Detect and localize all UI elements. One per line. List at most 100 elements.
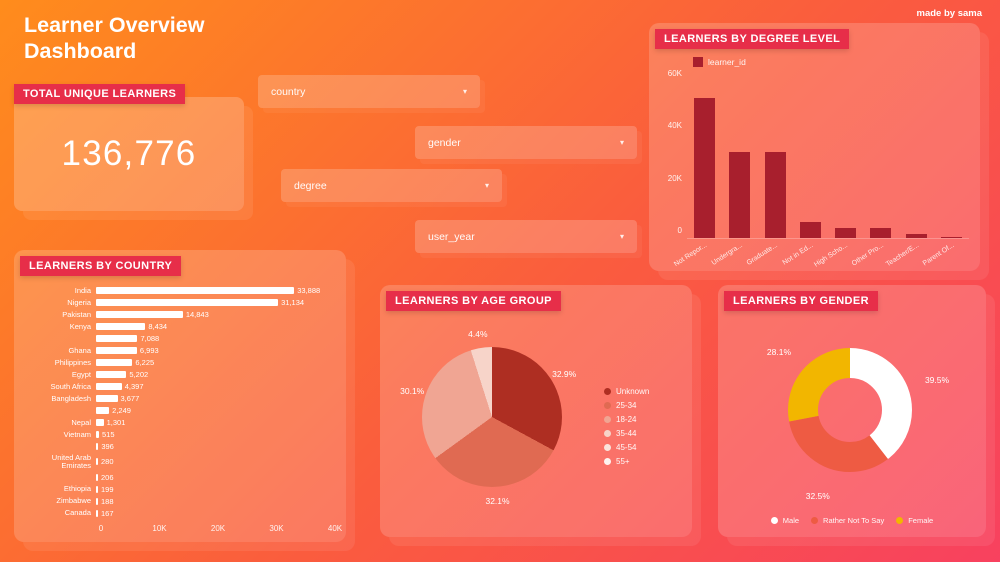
bar-United Arab Emirates[interactable] [96, 458, 98, 466]
country-bar-area: 396 [96, 442, 340, 451]
bar-row-15[interactable] [96, 473, 98, 481]
age-pie-chart[interactable] [422, 347, 562, 487]
country-row: United Arab Emirates 280 [24, 454, 340, 470]
bar-value-label: 5,202 [129, 370, 149, 379]
bar-Bangladesh[interactable] [96, 395, 118, 402]
panel-age-group: LEARNERS BY AGE GROUP 32.9% 32.1% 30.1% 4.4… [380, 285, 692, 537]
bar-row-4[interactable] [96, 335, 138, 342]
country-row: Ghana 6,993 [24, 346, 340, 355]
country-bar-area: 188 [96, 497, 340, 506]
country-label: Vietnam [63, 429, 91, 439]
panel-degree-level: LEARNERS BY DEGREE LEVEL learner_id 60K 4… [649, 23, 980, 271]
legend-label: 55+ [616, 457, 630, 466]
country-label: Pakistan [62, 309, 91, 319]
bar-value-label: 14,843 [185, 310, 209, 319]
legend-item-Female[interactable]: Female [896, 516, 933, 525]
x-axis-tick: 20K [210, 524, 226, 533]
bar-value-label: 6,225 [135, 358, 155, 367]
filter-degree[interactable]: degree ▾ [281, 169, 502, 202]
panel-title-degree-level: LEARNERS BY DEGREE LEVEL [655, 29, 850, 49]
bar-High Scho...[interactable] [835, 227, 857, 238]
legend-item-35-44[interactable]: 35-44 [604, 429, 649, 438]
legend-swatch [604, 444, 611, 451]
donut-slice-Rather Not To Say[interactable] [788, 348, 912, 472]
country-label: Egypt [71, 369, 91, 379]
country-bar-plot[interactable]: India 33,888 Nigeria 31,134 Pakistan 14,843 Ke… [24, 286, 340, 518]
degree-bar-plot[interactable]: Not Repor... Undergra... Graduate... Not in… [673, 73, 969, 269]
bar-India[interactable] [96, 287, 295, 294]
bar-row-13[interactable] [96, 443, 99, 450]
x-axis-label: High Scho... [813, 242, 850, 269]
legend-item-25-34[interactable]: 25-34 [604, 401, 649, 410]
filter-user-year[interactable]: user_year ▾ [415, 220, 637, 253]
legend-item-55+[interactable]: 55+ [604, 457, 649, 466]
legend-swatch [604, 416, 611, 423]
legend-label: 35-44 [616, 429, 637, 438]
filter-label: user_year [428, 230, 475, 243]
country-label: Nigeria [67, 297, 91, 307]
legend-swatch [811, 517, 819, 524]
chevron-down-icon: ▾ [619, 232, 624, 241]
bar-Egypt[interactable] [96, 371, 127, 378]
bar-South Africa[interactable] [96, 383, 122, 390]
bar-Vietnam[interactable] [96, 431, 99, 438]
donut-slice-label: 39.5% [924, 375, 950, 386]
chevron-down-icon: ▾ [484, 181, 489, 190]
legend-label: Female [908, 516, 934, 525]
degree-bar-chart: 60K 40K 20K 0 Not Repor... Undergra... Gradua… [659, 69, 969, 269]
bar-Teacher/E...[interactable] [905, 234, 927, 238]
country-row: 7,088 [24, 334, 340, 343]
y-axis-tick: 0 [677, 225, 682, 235]
bar-Not in Ed...[interactable] [799, 222, 821, 238]
legend-label: Unknown [616, 387, 650, 396]
bar-Graduate...[interactable] [764, 151, 786, 238]
bar-column: Undergra... [710, 73, 757, 267]
country-bar-area: 206 [96, 473, 340, 482]
legend-item-45-54[interactable]: 45-54 [604, 443, 649, 452]
country-bar-area: 167 [96, 509, 340, 518]
legend-item-Male[interactable]: Male [770, 516, 799, 525]
country-label: Canada [64, 508, 91, 518]
bar-Canada[interactable] [96, 509, 98, 517]
panel-gender: LEARNERS BY GENDER 39.5% 32.5% 28.1% Male R… [718, 285, 986, 537]
bar-Philippines[interactable] [96, 359, 133, 366]
donut-slice-Female[interactable] [788, 348, 912, 472]
legend-item-Rather Not To Say[interactable]: Rather Not To Say [811, 516, 884, 525]
bar-Undergra...[interactable] [729, 151, 751, 238]
country-bar-area: 14,843 [96, 310, 340, 319]
kpi-card: 136,776 [14, 97, 244, 211]
bar-Other Pro...[interactable] [870, 228, 892, 238]
bar-Nepal[interactable] [96, 419, 104, 426]
x-axis-label: Parent Of... [921, 242, 956, 268]
filter-gender[interactable]: gender ▾ [415, 126, 637, 159]
bar-row-10[interactable] [96, 407, 110, 414]
country-bar-area: 6,225 [96, 358, 340, 367]
country-bar-area: 1,301 [96, 418, 340, 427]
filter-label: country [271, 85, 306, 98]
bar-Not Repor...[interactable] [694, 97, 716, 238]
country-row: 2,249 [24, 406, 340, 415]
x-axis-tick: 10K [152, 524, 167, 533]
bar-Kenya[interactable] [96, 323, 146, 330]
legend-swatch [896, 517, 904, 524]
legend-swatch [770, 517, 778, 524]
y-axis-tick: 20K [667, 173, 682, 183]
bar-value-label: 1,301 [106, 418, 126, 427]
country-row: Canada 167 [24, 509, 340, 518]
bar-Nigeria[interactable] [96, 299, 279, 306]
legend-item-18-24[interactable]: 18-24 [604, 415, 649, 424]
bar-Parent Of...[interactable] [940, 236, 962, 238]
filter-country[interactable]: country ▾ [258, 75, 480, 108]
bar-column: Not Repor... [673, 73, 722, 268]
gender-donut-chart[interactable] [780, 340, 920, 480]
country-row: Zimbabwe 188 [24, 497, 340, 506]
bar-column: High Scho... [814, 73, 863, 269]
legend-item-Unknown[interactable]: Unknown [604, 387, 649, 396]
bar-Ghana[interactable] [96, 347, 137, 354]
bar-Pakistan[interactable] [96, 311, 183, 318]
country-row: South Africa 4,397 [24, 382, 340, 391]
bar-Ethiopia[interactable] [96, 485, 98, 493]
country-row: 206 [24, 473, 340, 482]
bar-Zimbabwe[interactable] [96, 497, 98, 505]
